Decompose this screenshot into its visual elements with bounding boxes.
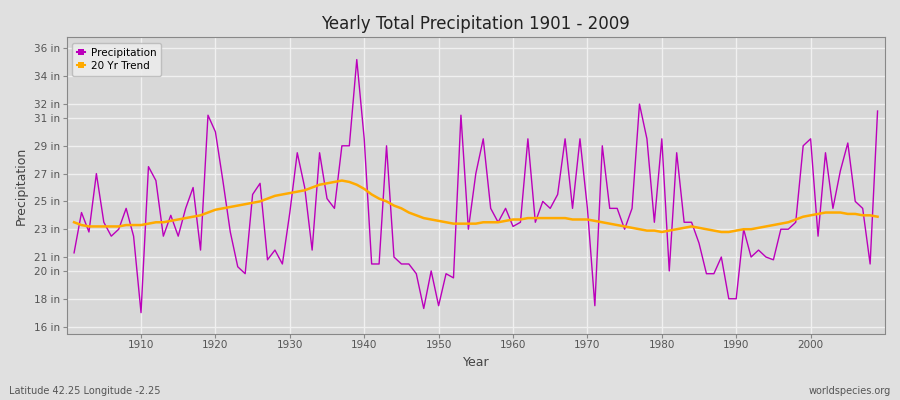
Legend: Precipitation, 20 Yr Trend: Precipitation, 20 Yr Trend xyxy=(72,42,161,76)
Title: Yearly Total Precipitation 1901 - 2009: Yearly Total Precipitation 1901 - 2009 xyxy=(321,15,630,33)
Y-axis label: Precipitation: Precipitation xyxy=(15,146,28,224)
X-axis label: Year: Year xyxy=(463,356,489,369)
Text: worldspecies.org: worldspecies.org xyxy=(809,386,891,396)
Text: Latitude 42.25 Longitude -2.25: Latitude 42.25 Longitude -2.25 xyxy=(9,386,160,396)
